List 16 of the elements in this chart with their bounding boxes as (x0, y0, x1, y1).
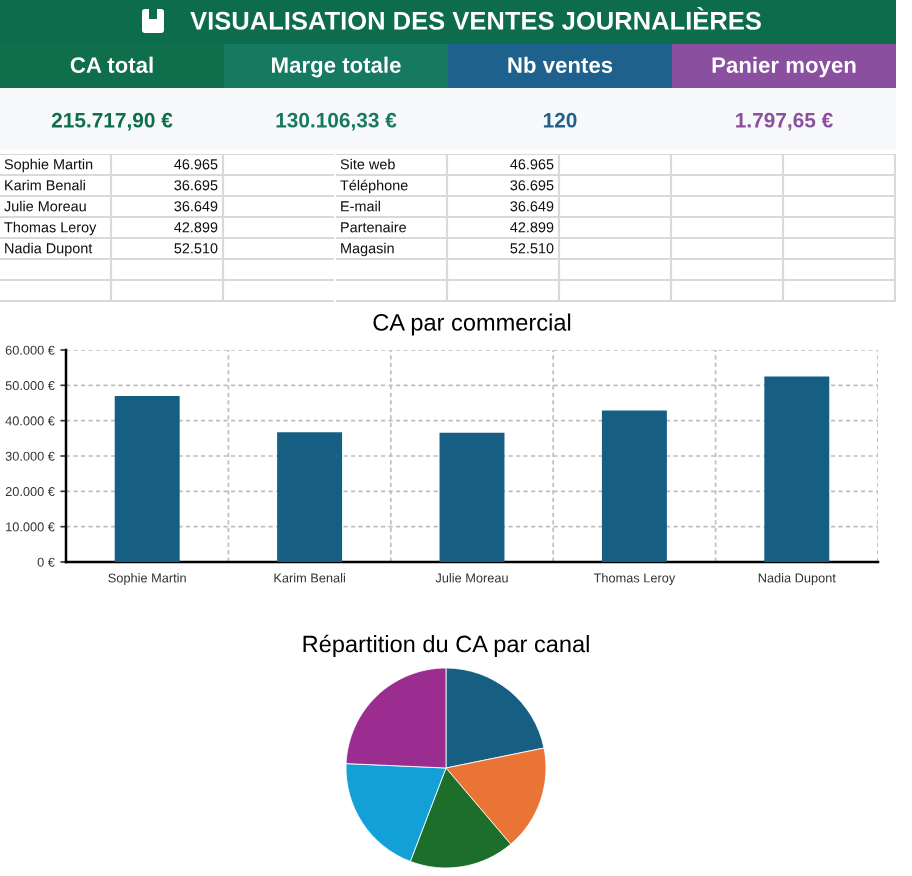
category-label: CA total (70, 56, 153, 73)
bar (764, 376, 830, 562)
chart-title: Répartition du CA par canal (303, 634, 589, 658)
text: 215.717,90 € (51, 112, 173, 131)
bar (601, 410, 667, 562)
text: 120 (543, 112, 577, 128)
category-label: Marge totale (272, 56, 401, 78)
bar (439, 432, 505, 562)
chart-title: CA par commercial (373, 313, 571, 336)
bar (277, 432, 343, 562)
text: 130.106,33 € (276, 112, 397, 131)
category-label: Nb ventes (508, 56, 613, 73)
text: VISUALISATION DES VENTES JOURNALIÈRES (190, 6, 761, 30)
text: 1.797,65 € (736, 112, 833, 131)
category-label: Panier moyen (712, 56, 856, 78)
bar (114, 395, 180, 562)
